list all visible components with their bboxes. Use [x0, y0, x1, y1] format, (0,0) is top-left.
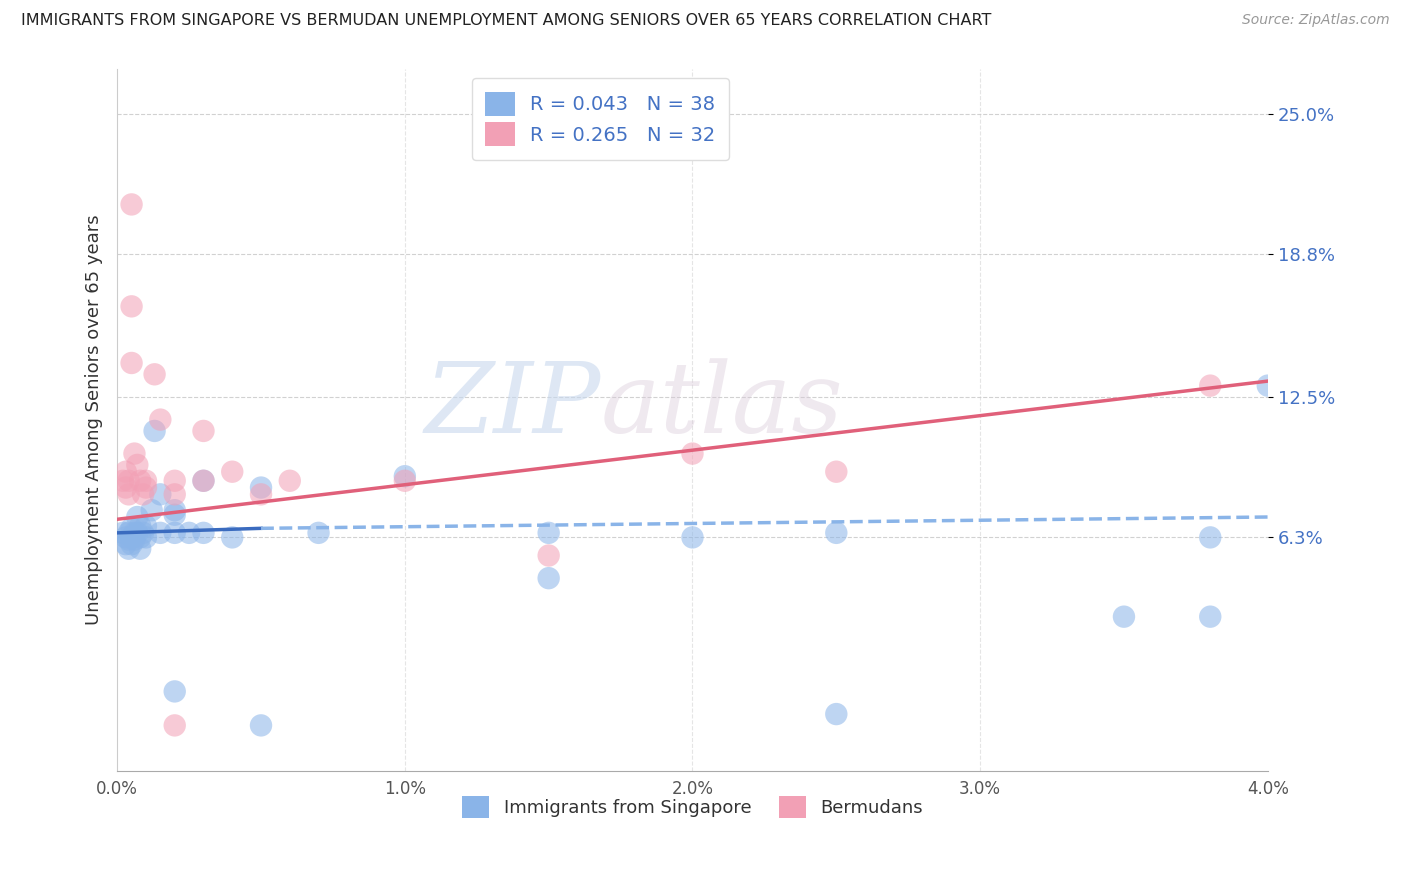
Point	[129, 530, 152, 544]
Point	[114, 465, 136, 479]
Point	[149, 525, 172, 540]
Point	[132, 525, 155, 540]
Point	[1199, 530, 1222, 544]
Point	[250, 487, 273, 501]
Point	[135, 474, 157, 488]
Point	[135, 530, 157, 544]
Point	[118, 487, 141, 501]
Point	[163, 503, 186, 517]
Legend: Immigrants from Singapore, Bermudans: Immigrants from Singapore, Bermudans	[456, 789, 929, 825]
Point	[193, 474, 215, 488]
Point	[163, 474, 186, 488]
Point	[163, 487, 186, 501]
Point	[124, 525, 146, 540]
Point	[394, 469, 416, 483]
Point	[124, 447, 146, 461]
Point	[114, 537, 136, 551]
Point	[143, 368, 166, 382]
Point	[193, 474, 215, 488]
Point	[129, 474, 152, 488]
Point	[250, 718, 273, 732]
Point	[682, 530, 704, 544]
Point	[132, 487, 155, 501]
Point	[135, 481, 157, 495]
Point	[537, 571, 560, 585]
Point	[135, 519, 157, 533]
Point	[149, 412, 172, 426]
Point	[394, 474, 416, 488]
Point	[114, 530, 136, 544]
Point	[143, 424, 166, 438]
Point	[124, 533, 146, 547]
Point	[193, 424, 215, 438]
Point	[250, 481, 273, 495]
Point	[121, 530, 143, 544]
Point	[163, 684, 186, 698]
Point	[1199, 378, 1222, 392]
Point	[1199, 609, 1222, 624]
Point	[221, 465, 243, 479]
Point	[121, 197, 143, 211]
Point	[111, 474, 134, 488]
Point	[163, 525, 186, 540]
Point	[537, 549, 560, 563]
Point	[118, 541, 141, 556]
Point	[825, 525, 848, 540]
Point	[682, 447, 704, 461]
Point	[149, 487, 172, 501]
Point	[537, 525, 560, 540]
Point	[141, 503, 163, 517]
Point	[114, 481, 136, 495]
Text: ZIP: ZIP	[425, 358, 600, 453]
Point	[1112, 609, 1135, 624]
Point	[127, 510, 149, 524]
Point	[118, 525, 141, 540]
Point	[278, 474, 301, 488]
Point	[308, 525, 330, 540]
Point	[163, 508, 186, 522]
Point	[121, 537, 143, 551]
Point	[163, 718, 186, 732]
Text: atlas: atlas	[600, 358, 844, 453]
Text: Source: ZipAtlas.com: Source: ZipAtlas.com	[1241, 13, 1389, 28]
Point	[127, 458, 149, 472]
Point	[118, 533, 141, 547]
Point	[1257, 378, 1279, 392]
Point	[825, 465, 848, 479]
Point	[193, 525, 215, 540]
Y-axis label: Unemployment Among Seniors over 65 years: Unemployment Among Seniors over 65 years	[86, 214, 103, 625]
Point	[121, 356, 143, 370]
Point	[221, 530, 243, 544]
Point	[111, 525, 134, 540]
Text: IMMIGRANTS FROM SINGAPORE VS BERMUDAN UNEMPLOYMENT AMONG SENIORS OVER 65 YEARS C: IMMIGRANTS FROM SINGAPORE VS BERMUDAN UN…	[21, 13, 991, 29]
Point	[177, 525, 200, 540]
Point	[121, 299, 143, 313]
Point	[127, 525, 149, 540]
Point	[118, 474, 141, 488]
Point	[129, 519, 152, 533]
Point	[825, 707, 848, 722]
Point	[121, 521, 143, 535]
Point	[129, 541, 152, 556]
